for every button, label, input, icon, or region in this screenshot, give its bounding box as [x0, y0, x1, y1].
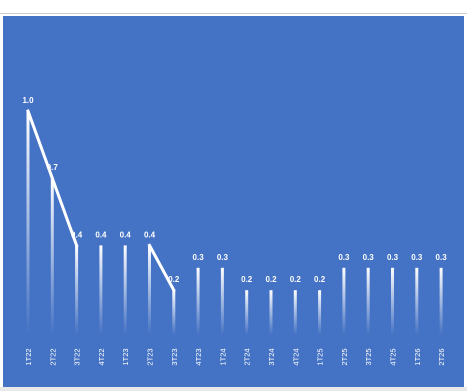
trend-segment-2T23-3T23 — [147, 243, 176, 293]
bar-1T26 — [415, 267, 419, 335]
x-tick-label-2T26: 2T26 — [437, 348, 446, 365]
x-tick-label-3T22: 3T22 — [73, 348, 82, 365]
data-label-1T24: 0.3 — [217, 253, 229, 262]
data-label-2T25: 0.3 — [338, 253, 350, 262]
data-label-1T25: 0.2 — [314, 275, 326, 284]
bar-4T23 — [196, 267, 200, 335]
bar-2T26 — [439, 267, 443, 335]
x-tick-label-1T25: 1T25 — [316, 348, 325, 365]
x-tick-label-4T22: 4T22 — [97, 348, 106, 365]
x-tick-label-2T24: 2T24 — [243, 348, 252, 365]
top-border — [0, 0, 467, 14]
x-tick-label-4T23: 4T23 — [194, 348, 203, 365]
bar-2T23 — [148, 245, 151, 335]
bar-chart: 1.0 0.7 0.4 0.4 0.4 0.4 0.2 0.3 0.3 0.2 0.2 0.2 0.2 0… — [3, 16, 464, 387]
bar-3T24 — [269, 290, 273, 335]
bar-2T24 — [245, 290, 249, 335]
data-label-1T26: 0.3 — [411, 253, 423, 262]
bar-1T23 — [123, 245, 127, 335]
bar-4T24 — [293, 290, 297, 335]
bar-2T22 — [50, 178, 54, 335]
data-label-4T22: 0.4 — [95, 230, 107, 239]
bar-1T22 — [26, 111, 30, 335]
bar-1T25 — [318, 290, 322, 335]
x-tick-label-1T23: 1T23 — [121, 348, 130, 365]
bar-3T25 — [366, 267, 370, 335]
bar-4T22 — [99, 245, 103, 335]
data-label-4T23: 0.3 — [193, 253, 205, 262]
x-tick-label-1T24: 1T24 — [218, 348, 227, 365]
x-tick-label-3T25: 3T25 — [364, 348, 373, 365]
x-tick-label-1T22: 1T22 — [24, 348, 33, 365]
bottom-border — [0, 387, 467, 391]
data-label-3T24: 0.2 — [265, 275, 277, 284]
data-label-4T25: 0.3 — [387, 253, 399, 262]
x-tick-label-3T24: 3T24 — [267, 348, 276, 365]
plot-background — [3, 16, 464, 387]
data-label-2T23: 0.4 — [144, 230, 156, 239]
data-label-4T24: 0.2 — [290, 275, 302, 284]
data-label-2T26: 0.3 — [436, 253, 448, 262]
x-tick-label-3T23: 3T23 — [170, 348, 179, 365]
bar-2T25 — [342, 267, 346, 335]
x-tick-label-4T25: 4T25 — [389, 348, 398, 365]
data-label-2T22: 0.7 — [47, 163, 59, 172]
data-label-2T24: 0.2 — [241, 275, 253, 284]
trend-segment-1T22-2T22 — [26, 109, 55, 181]
x-tick-label-1T26: 1T26 — [413, 348, 422, 365]
data-label-1T22: 1.0 — [22, 96, 34, 105]
x-tick-label-2T23: 2T23 — [146, 348, 155, 365]
data-label-3T23: 0.2 — [168, 275, 180, 284]
x-tick-label-2T25: 2T25 — [340, 348, 349, 365]
data-label-3T25: 0.3 — [363, 253, 375, 262]
bar-4T25 — [391, 267, 394, 335]
chart-area: 1.0 0.7 0.4 0.4 0.4 0.4 0.2 0.3 0.3 0.2 0.2 0.2 0.2 0… — [3, 16, 464, 387]
x-tick-label-2T22: 2T22 — [48, 348, 57, 365]
x-tick-label-4T24: 4T24 — [291, 348, 300, 365]
bar-1T24 — [220, 267, 224, 335]
bar-3T23 — [172, 290, 176, 335]
trend-segment-2T22-3T22 — [50, 176, 79, 248]
bar-3T22 — [75, 245, 79, 335]
data-label-3T22: 0.4 — [71, 230, 83, 239]
data-label-1T23: 0.4 — [120, 230, 132, 239]
